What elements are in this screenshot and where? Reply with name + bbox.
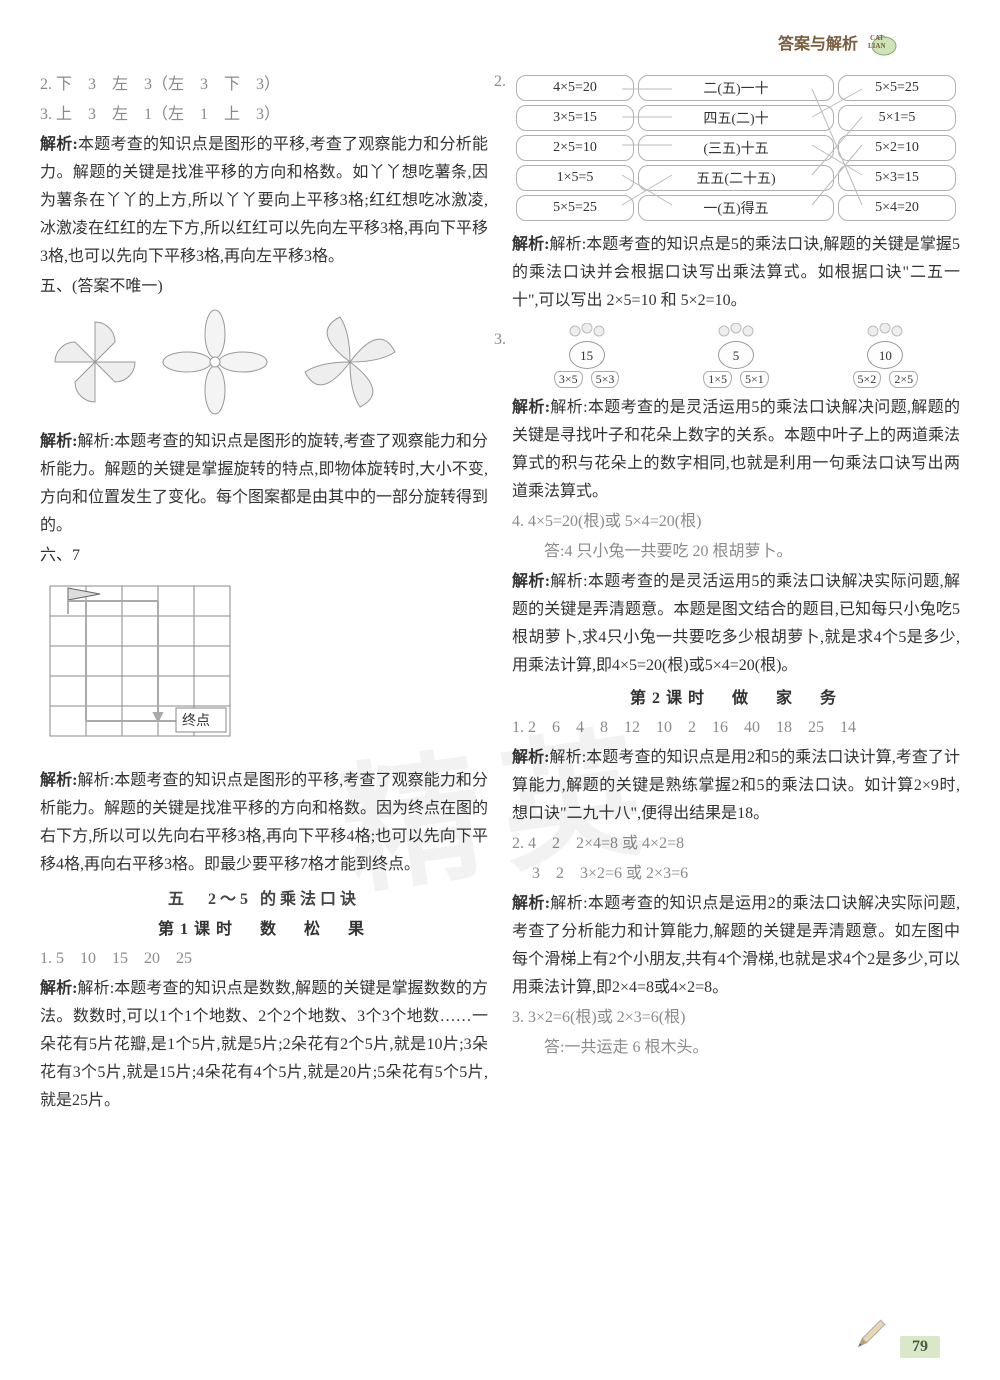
table-row: 5×5=25 一(五)得五 5×4=20 xyxy=(516,195,956,221)
cabbage-icon: CAILIAN xyxy=(866,30,900,61)
table-row: 2×5=10 (三五)十五 5×2=10 xyxy=(516,135,956,161)
flower-item: 5 1×55×1 xyxy=(703,323,769,388)
q2-number: 2. xyxy=(494,73,506,91)
analysis-4: 解析:解析:本题考查的知识点是数数,解题的关键是掌握数数的方法。数数时,可以1个… xyxy=(40,975,488,1115)
page-number: 79 xyxy=(900,1336,940,1358)
lesson1-q1: 1. 5 10 15 20 25 xyxy=(40,945,488,973)
analysis-3: 解析:解析:本题考查的知识点是图形的平移,考查了观察能力和分析能力。解题的关键是… xyxy=(40,767,488,879)
flower-value: 15 xyxy=(569,341,605,369)
analysis-r4: 解析:解析:本题考查的是灵活运用5的乘法口诀解决实际问题,解题的关键是弄清题意。… xyxy=(512,568,960,680)
lesson-2-title: 第2课时 做 家 务 xyxy=(512,684,960,708)
analysis-1-text: 本题考查的知识点是图形的平移,考查了观察能力和分析能力。解题的关键是找准平移的方… xyxy=(40,136,488,265)
pinwheel-icons xyxy=(40,307,460,417)
grid-end-label: 终点 xyxy=(182,713,210,729)
svg-text:LIAN: LIAN xyxy=(868,42,886,50)
grid-maze: 终点 xyxy=(40,576,488,761)
header-title: 答案与解析 xyxy=(778,36,858,53)
l2-q2a: 2. 4 2 2×4=8 或 4×2=8 xyxy=(512,830,960,858)
match-left: 4×5=20 xyxy=(516,75,634,101)
match-right: 5×5=25 xyxy=(838,75,956,101)
analysis-match-text: 解析:本题考查的知识点是5的乘法口诀,解题的关键是掌握5的乘法口诀并会根据口诀写… xyxy=(512,236,960,309)
flower-value: 10 xyxy=(867,341,903,369)
q2-answer: 2. 下 3 左 3（左 3 下 3） xyxy=(40,71,488,99)
flower-item: 10 5×22×5 xyxy=(853,323,919,388)
table-row: 4×5=20 二(五)一十 5×5=25 xyxy=(516,75,956,101)
flower-petals-icon xyxy=(716,323,756,337)
analysis-3-text: 解析:本题考查的知识点是图形的平移,考查了观察能力和分析能力。解题的关键是找准平… xyxy=(40,772,488,873)
analysis-r3-text: 解析:本题考查的是灵活运用5的乘法口诀解决问题,解题的关键是寻找叶子和花朵上数字… xyxy=(512,399,960,500)
two-column-layout: 2. 下 3 左 3（左 3 下 3） 3. 上 3 左 1（左 1 上 3） … xyxy=(40,71,960,1117)
chapter-5-title: 五 2～5 的乘法口诀 xyxy=(40,885,488,909)
section-six: 六、7 xyxy=(40,542,488,570)
q3-block: 3. 15 3×55×3 5 1×55×1 10 5×22×5 xyxy=(512,323,960,388)
leaf-right: 5×3 xyxy=(591,371,620,388)
analysis-match: 解析:解析:本题考查的知识点是5的乘法口诀,解题的关键是掌握5的乘法口诀并会根据… xyxy=(512,231,960,315)
analysis-l2q2: 解析:解析:本题考查的知识点是运用2的乘法口诀解决实际问题,考查了分析能力和计算… xyxy=(512,890,960,1002)
analysis-2-text: 解析:本题考查的知识点是图形的旋转,考查了观察能力和分析能力。解题的关键是掌握旋… xyxy=(40,433,488,534)
flower-petals-icon xyxy=(865,323,905,337)
match-mid: 二(五)一十 xyxy=(638,75,834,101)
svg-text:CAI: CAI xyxy=(870,34,883,42)
q4-line2: 答:4 只小兔一共要吃 20 根胡萝卜。 xyxy=(512,538,960,566)
analysis-l2q2-text: 解析:本题考查的知识点是运用2的乘法口诀解决实际问题,考查了分析能力和计算能力,… xyxy=(512,895,960,996)
table-row: 3×5=15 四五(二)十 5×1=5 xyxy=(516,105,956,131)
q3-number: 3. xyxy=(494,331,506,349)
leaf-left: 3×5 xyxy=(554,371,583,388)
pencil-icon xyxy=(850,1315,890,1360)
analysis-1: 解析:本题考查的知识点是图形的平移,考查了观察能力和分析能力。解题的关键是找准平… xyxy=(40,131,488,271)
l2-q2b: 3 2 3×2=6 或 2×3=6 xyxy=(512,860,960,888)
analysis-4-text: 解析:本题考查的知识点是数数,解题的关键是掌握数数的方法。数数时,可以1个1个地… xyxy=(40,980,488,1109)
analysis-r3: 解析:解析:本题考查的是灵活运用5的乘法口诀解决问题,解题的关键是寻找叶子和花朵… xyxy=(512,394,960,506)
left-column: 2. 下 3 左 3（左 3 下 3） 3. 上 3 左 1（左 1 上 3） … xyxy=(40,71,488,1117)
analysis-l2q1: 解析:解析:本题考查的知识点是用2和5的乘法口诀计算,考查了计算能力,解题的关键… xyxy=(512,744,960,828)
q4-line1: 4. 4×5=20(根)或 5×4=20(根) xyxy=(512,508,960,536)
right-column: 2. 4×5=20 二(五)一十 5×5=25 3×5=15 四五(二)十 5×… xyxy=(512,71,960,1117)
rotation-shapes xyxy=(40,307,488,422)
lesson-1-title: 第1课时 数 松 果 xyxy=(40,915,488,939)
analysis-label: 解析: xyxy=(40,136,78,153)
table-row: 1×5=5 五五(二十五) 5×3=15 xyxy=(516,165,956,191)
analysis-2: 解析:解析:本题考查的知识点是图形的旋转,考查了观察能力和分析能力。解题的关键是… xyxy=(40,428,488,540)
matching-table: 4×5=20 二(五)一十 5×5=25 3×5=15 四五(二)十 5×1=5… xyxy=(512,71,960,225)
l2-q1: 1. 2 6 4 8 12 10 2 16 40 18 25 14 xyxy=(512,714,960,742)
flower-value: 5 xyxy=(718,341,754,369)
section-five: 五、(答案不唯一) xyxy=(40,273,488,301)
matching-block: 2. 4×5=20 二(五)一十 5×5=25 3×5=15 四五(二)十 5×… xyxy=(512,71,960,225)
l2-q3a: 3. 3×2=6(根)或 2×3=6(根) xyxy=(512,1004,960,1032)
page-header: 答案与解析 CAILIAN xyxy=(40,30,960,61)
analysis-r4-text: 解析:本题考查的是灵活运用5的乘法口诀解决实际问题,解题的关键是弄清题意。本题是… xyxy=(512,573,960,674)
q3-answer: 3. 上 3 左 1（左 1 上 3） xyxy=(40,101,488,129)
flower-row: 15 3×5 5×3 5 1×55×1 10 5×22×5 xyxy=(512,323,960,388)
flower-item: 15 3×5 5×3 xyxy=(554,323,620,388)
flower-petals-icon xyxy=(567,323,607,337)
l2-q3b: 答:一共运走 6 根木头。 xyxy=(512,1034,960,1062)
analysis-l2q1-text: 解析:本题考查的知识点是用2和5的乘法口诀计算,考查了计算能力,解题的关键是熟练… xyxy=(512,749,960,822)
